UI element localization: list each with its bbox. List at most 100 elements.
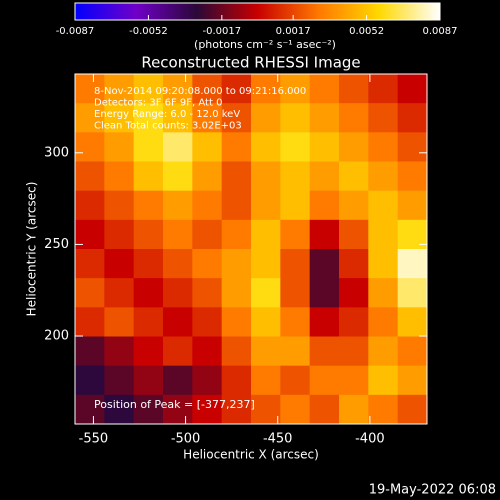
pixel [397, 219, 428, 250]
pixel [192, 161, 223, 192]
colorbar [74, 2, 441, 21]
y-tick-label: 250 [44, 237, 69, 252]
pixel [75, 307, 105, 337]
pixel [192, 103, 223, 133]
plot-frame [74, 73, 428, 425]
pixel [104, 336, 135, 367]
pixel [280, 74, 311, 104]
pixel [163, 278, 193, 308]
pixel [104, 190, 135, 221]
pixel [397, 394, 428, 425]
pixel [104, 307, 135, 337]
pixel [368, 394, 399, 425]
pixel [339, 365, 369, 396]
pixel [163, 219, 193, 250]
pixel [75, 161, 105, 192]
y-tick-label: 200 [44, 329, 69, 344]
pixel [163, 132, 193, 162]
pixel [75, 219, 105, 250]
x-tick-label: -450 [263, 432, 293, 447]
pixel [397, 278, 428, 308]
pixel [104, 278, 135, 308]
pixel [75, 394, 105, 425]
pixel [192, 336, 223, 367]
x-tick-label: -400 [355, 432, 385, 447]
annotation: Clean Total counts: 3.02E+03 [94, 121, 242, 132]
pixel [397, 307, 428, 337]
x-tick-label: -550 [79, 432, 109, 447]
pixel [251, 190, 281, 221]
pixel [192, 394, 223, 425]
pixel [221, 219, 252, 250]
pixel [309, 132, 340, 162]
pixel [280, 394, 311, 425]
pixel [221, 307, 252, 337]
pixel [339, 103, 369, 133]
pixel [104, 103, 135, 133]
colorbar-label: (photons cm⁻² s⁻¹ asec⁻²) [194, 38, 336, 51]
pixel [221, 278, 252, 308]
pixel [280, 307, 311, 337]
pixel [221, 103, 252, 133]
pixel [368, 249, 399, 279]
pixel [75, 190, 105, 221]
colorbar-tick-label: 0.0087 [423, 26, 458, 37]
y-axis-label: Heliocentric Y (arcsec) [25, 182, 39, 317]
pixel [192, 278, 223, 308]
pixel [104, 161, 135, 192]
pixel [133, 219, 164, 250]
pixel [397, 132, 428, 162]
colorbar-tick-label: 0.0052 [349, 26, 384, 37]
footer-date: 19-May-2022 06:08 [369, 483, 496, 498]
pixel [163, 365, 193, 396]
pixel [163, 190, 193, 221]
x-tick-label: -500 [171, 432, 201, 447]
pixel [75, 365, 105, 396]
pixel [75, 103, 105, 133]
pixel [339, 132, 369, 162]
pixel [280, 161, 311, 192]
pixel [309, 365, 340, 396]
pixel [192, 219, 223, 250]
pixel [133, 394, 164, 425]
pixel [133, 278, 164, 308]
pixel [280, 190, 311, 221]
pixel [309, 249, 340, 279]
pixel [163, 161, 193, 192]
pixel [309, 336, 340, 367]
pixel [280, 249, 311, 279]
pixel [133, 161, 164, 192]
peak-label: Position of Peak = [-377,237] [94, 398, 255, 411]
pixel [397, 249, 428, 279]
pixel [397, 365, 428, 396]
pixel [75, 249, 105, 279]
pixel [133, 307, 164, 337]
pixel [133, 336, 164, 367]
pixel [397, 161, 428, 192]
colorbar-tick-label: -0.0017 [203, 26, 242, 37]
pixel [251, 249, 281, 279]
pixel [75, 278, 105, 308]
pixel [251, 336, 281, 367]
pixel [104, 249, 135, 279]
pixel [221, 394, 252, 425]
pixel [251, 278, 281, 308]
pixel [75, 132, 105, 162]
pixel [75, 336, 105, 367]
pixel [221, 249, 252, 279]
pixel [104, 365, 135, 396]
annotation: Detectors: 3F 6F 9F, Att 0 [94, 98, 222, 109]
pixel [192, 307, 223, 337]
pixel [280, 219, 311, 250]
x-axis-label: Heliocentric X (arcsec) [183, 448, 319, 462]
pixel [104, 74, 135, 104]
pixel [368, 365, 399, 396]
pixel [339, 74, 369, 104]
pixel [368, 190, 399, 221]
pixel [163, 103, 193, 133]
colorbar-tick-label: -0.0087 [56, 26, 95, 37]
pixel [368, 278, 399, 308]
pixel [251, 307, 281, 337]
pixel [339, 394, 369, 425]
pixel [309, 190, 340, 221]
